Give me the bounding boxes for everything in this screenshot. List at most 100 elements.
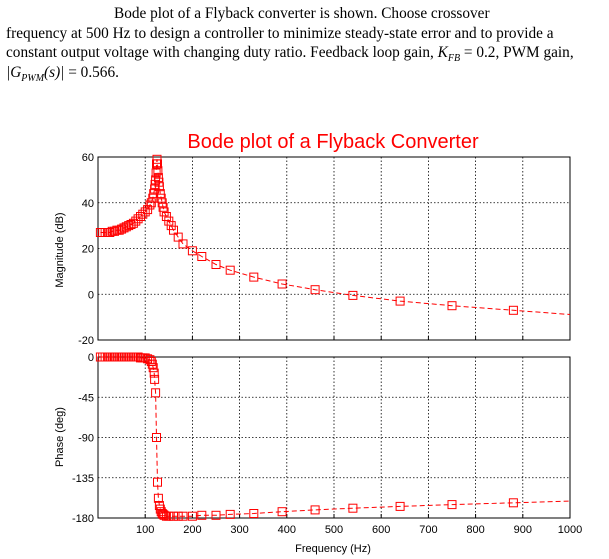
phase-series <box>95 352 571 521</box>
x-tick-label-1: 200 <box>183 524 201 536</box>
magnitude-point-50 <box>225 265 235 275</box>
phase-y-ticks: 0 -45 -90 -135 -180 <box>72 352 94 525</box>
magnitude-series <box>95 154 571 315</box>
magnitude-point-17 <box>136 212 145 221</box>
kfb-symbol: KFB <box>437 44 461 65</box>
magnitude-point-49 <box>211 260 221 269</box>
magnitude-point-15 <box>131 216 141 226</box>
magnitude-point-16 <box>133 214 143 224</box>
magnitude-point-32 <box>153 166 163 176</box>
phase-point-26 <box>150 374 160 384</box>
x-tick-label-2: 300 <box>230 524 248 536</box>
phase-point-22 <box>146 357 156 366</box>
magnitude-ytick-label-0: 60 <box>82 152 94 164</box>
phase-ytick-label-1: -45 <box>78 392 94 404</box>
problem-line-2: frequency at 500 Hz to design a controll… <box>6 24 554 42</box>
x-tick-label-0: 100 <box>136 524 154 536</box>
phase-point-52 <box>508 498 518 508</box>
phase-point-50 <box>395 501 405 511</box>
magnitude-point-45 <box>173 232 183 242</box>
x-axis-label: Frequency (Hz) <box>295 543 371 555</box>
magnitude-point-24 <box>149 189 159 199</box>
x-tick-label-9: 1000 <box>558 524 582 536</box>
magnitude-point-33 <box>153 173 163 183</box>
magnitude-ytick-label-2: 20 <box>82 244 94 256</box>
problem-line-4: |GPWM(s)| = 0.566. <box>6 63 606 84</box>
phase-point-43 <box>197 510 207 520</box>
magnitude-ytick-label-3: 0 <box>88 289 94 301</box>
magnitude-point-41 <box>161 212 171 221</box>
phase-ytick-label-0: 0 <box>88 352 94 364</box>
phase-point-28 <box>152 433 161 442</box>
phase-point-40 <box>173 511 183 521</box>
magnitude-point-48 <box>197 252 207 261</box>
magnitude-point-47 <box>187 246 197 256</box>
magnitude-y-ticks: 60 40 20 0 -20 <box>78 152 94 347</box>
problem-statement: Bode plot of a Flyback converter is show… <box>6 4 606 84</box>
magnitude-point-10 <box>119 223 129 233</box>
phase-point-38 <box>164 511 174 521</box>
phase-ytick-label-3: -135 <box>72 473 94 485</box>
phase-point-27 <box>151 388 161 398</box>
x-tick-label-3: 400 <box>278 524 296 536</box>
gpwm-value: = 0.566. <box>64 63 119 81</box>
magnitude-point-6 <box>110 226 119 236</box>
magnitude-point-39 <box>158 202 168 212</box>
magnitude-point-51 <box>249 272 259 282</box>
phase-point-51 <box>447 500 457 510</box>
x-tick-label-8: 900 <box>514 524 532 536</box>
phase-ytick-label-4: -180 <box>72 513 94 525</box>
phase-point-36 <box>159 510 169 520</box>
magnitude-ytick-label-1: 40 <box>82 198 94 210</box>
phase-point-16 <box>133 352 143 362</box>
magnitude-point-31 <box>153 159 162 169</box>
magnitude-point-57 <box>508 305 518 315</box>
magnitude-point-37 <box>156 193 166 203</box>
magnitude-point-13 <box>126 220 136 229</box>
phase-point-45 <box>225 509 235 519</box>
magnitude-point-36 <box>155 189 165 199</box>
phase-point-42 <box>187 511 197 521</box>
problem-line-3-text: constant output voltage with changing du… <box>6 44 434 61</box>
phase-point-44 <box>211 510 221 520</box>
magnitude-point-46 <box>178 239 188 249</box>
x-tick-label-7: 800 <box>466 524 484 536</box>
magnitude-point-40 <box>159 207 169 217</box>
magnitude-point-44 <box>169 225 178 235</box>
magnitude-point-30 <box>152 154 162 164</box>
magnitude-point-53 <box>310 285 320 295</box>
magnitude-point-22 <box>146 198 156 208</box>
magnitude-ytick-label-4: -20 <box>78 335 94 347</box>
magnitude-point-35 <box>154 182 164 192</box>
problem-line-1: Bode plot of a Flyback converter is show… <box>114 5 490 22</box>
phase-point-48 <box>310 505 320 515</box>
magnitude-point-52 <box>277 279 287 289</box>
magnitude-point-28 <box>151 168 161 178</box>
x-ticks: 100 200 300 400 500 600 700 800 900 1000 <box>136 524 582 536</box>
magnitude-point-19 <box>140 207 150 217</box>
phase-point-46 <box>249 509 259 518</box>
magnitude-point-18 <box>138 209 148 219</box>
phase-point-35 <box>158 509 168 519</box>
x-tick-label-6: 700 <box>419 524 437 536</box>
magnitude-point-21 <box>145 200 155 210</box>
magnitude-point-43 <box>166 221 176 231</box>
magnitude-point-4 <box>105 228 115 237</box>
magnitude-y-axis-label: Magnitude (dB) <box>54 212 66 287</box>
x-tick-label-5: 600 <box>372 524 390 536</box>
phase-point-41 <box>178 511 188 521</box>
phase-ytick-label-2: -90 <box>78 433 94 445</box>
kfb-value: = 0.2, PWM gain, <box>460 44 574 61</box>
phase-point-30 <box>153 493 163 503</box>
phase-point-29 <box>153 477 162 487</box>
phase-gridlines <box>98 356 571 519</box>
magnitude-point-54 <box>348 290 358 300</box>
magnitude-point-8 <box>114 225 124 235</box>
problem-line-3: constant output voltage with changing du… <box>6 43 606 65</box>
magnitude-gridlines <box>98 156 571 341</box>
magnitude-point-56 <box>447 301 457 311</box>
chart-title: Bode plot of a Flyback Converter <box>187 131 479 153</box>
phase-point-25 <box>149 368 159 378</box>
x-tick-label-4: 500 <box>325 524 343 536</box>
